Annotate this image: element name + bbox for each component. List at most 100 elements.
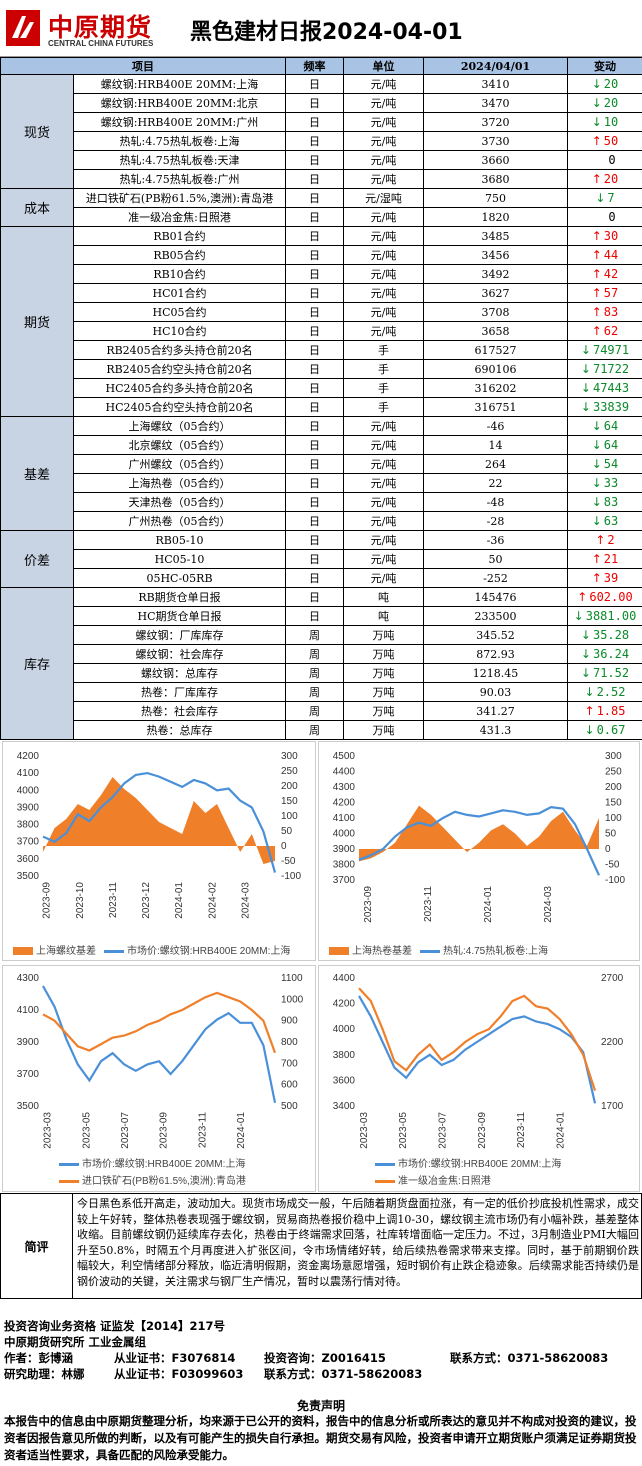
chart-svg: 3400 3600 3800 4000 4200 4400 1700 2200 2700 2023…	[333, 973, 624, 1149]
table-row: HC05-10 日元/吨 50 ↑ 21	[1, 549, 642, 569]
cell-value: 14	[423, 435, 568, 455]
y-right-tick-label: 100	[281, 811, 298, 822]
category-cell: 基差	[0, 416, 74, 531]
cell-change: ↓ 64	[567, 416, 642, 436]
cell-unit: 元/吨	[343, 150, 424, 170]
legend-item: 上海热卷基差	[329, 942, 412, 957]
y-left-tick-label: 4200	[333, 798, 356, 809]
change-value: 71722	[592, 362, 630, 376]
x-tick-label: 2023-10	[75, 882, 86, 919]
category-cell: 期货	[0, 226, 74, 417]
cell-value: 3456	[423, 245, 568, 265]
cell-item: 热轧:4.75热轧板卷:广州	[73, 169, 286, 189]
author-invest-cert: 投资咨询：Z0016415	[264, 1351, 386, 1365]
cell-item: HC2405合约多头持仓前20名	[73, 378, 286, 398]
x-tick-label: 2023-11	[108, 882, 119, 918]
cell-unit: 元/吨	[343, 568, 424, 588]
arrow-up-icon: ↑	[591, 324, 602, 338]
y-left-tick-label: 4500	[333, 751, 356, 762]
arrow-up-icon: ↑	[591, 248, 602, 262]
cell-item: RB期货仓单日报	[73, 587, 286, 607]
x-tick-label: 2023-09	[363, 886, 374, 923]
table-row: 热轧:4.75热轧板卷:上海日元/吨 3730 ↑ 50	[1, 131, 642, 151]
y-right-tick-label: -50	[605, 860, 620, 871]
assistant-contact: 联系方式：0371-58620083	[264, 1367, 423, 1381]
cell-value: 690106	[423, 359, 568, 379]
cell-change: ↓ 47443	[567, 378, 642, 398]
change-value: 33839	[592, 400, 630, 414]
cell-change: ↓ 71722	[567, 359, 642, 379]
table-row: HC2405合约多头持仓前20名日手 316202 ↓ 47443	[1, 378, 642, 398]
table-row: RB2405合约多头持仓前20名日手 617527 ↓ 74971	[1, 340, 642, 360]
table-row: 广州螺纹（05合约）日元/吨 264 ↓ 54	[1, 454, 642, 474]
cell-unit: 元/吨	[343, 283, 424, 303]
y-right-tick-label: 0	[605, 844, 611, 855]
cell-freq: 日	[285, 416, 344, 436]
change-value: 57	[603, 286, 619, 300]
table-row: 库存 RB期货仓单日报日吨 145476 ↑ 602.00	[0, 587, 642, 740]
change-value: 20	[603, 77, 619, 91]
cell-item: HC05合约	[73, 302, 286, 322]
cell-freq: 周	[285, 720, 344, 740]
y-left-tick-label: 3800	[333, 1050, 356, 1061]
cell-change: ↑ 1.85	[567, 701, 642, 721]
cell-freq: 日	[285, 473, 344, 493]
cell-unit: 手	[343, 378, 424, 398]
cell-unit: 元/吨	[343, 131, 424, 151]
change-value: 10	[603, 115, 619, 129]
cell-unit: 元/吨	[343, 473, 424, 493]
price-line-series	[42, 985, 277, 1104]
qualification-line: 投资咨询业务资格 证监发【2014】217号	[4, 1319, 226, 1333]
chart-svg: 3500 3600 3700 3800 3900 4000 4100 4200 -100 -50 0…	[17, 751, 302, 919]
table-row: 期货 RB01合约日元/吨 3485 ↑ 30	[0, 226, 642, 417]
table-header-row: 项目 频率 单位 2024/04/01 变动	[0, 57, 642, 75]
arrow-down-icon: ↓	[591, 96, 602, 110]
cell-value: 3658	[423, 321, 568, 341]
cell-value: 1820	[423, 207, 568, 227]
change-value: 20	[603, 172, 619, 186]
cell-value: 3730	[423, 131, 568, 151]
legend-swatch	[420, 949, 440, 953]
cell-item: 广州热卷（05合约）	[73, 511, 286, 531]
x-tick-label: 2023-11	[423, 886, 434, 922]
logo-english-name: CENTRAL CHINA FUTURES	[48, 39, 154, 48]
y-left-tick-label: 3500	[17, 871, 40, 882]
y-right-tick-label: 800	[281, 1037, 298, 1048]
cell-unit: 元/吨	[343, 530, 424, 550]
cell-item: HC期货仓单日报	[73, 606, 286, 626]
x-tick-label: 2023-07	[120, 1112, 131, 1149]
y-left-tick-label: 3900	[333, 844, 356, 855]
change-value: 35.28	[592, 628, 630, 642]
arrow-down-icon: ↓	[580, 362, 591, 376]
arrow-down-icon: ↓	[580, 666, 591, 680]
cell-value: 264	[423, 454, 568, 474]
cell-freq: 日	[285, 435, 344, 455]
change-value: 0.67	[596, 723, 626, 737]
cell-change: ↑ 62	[567, 321, 642, 341]
cell-item: RB2405合约多头持仓前20名	[73, 340, 286, 360]
y-right-tick-label: 150	[605, 798, 622, 809]
table-row: 热卷：厂库库存周万吨 90.03 ↓ 2.52	[1, 682, 642, 702]
legend-label: 市场价:螺纹钢:HRB400E 20MM:上海	[398, 1159, 562, 1170]
cell-unit: 元/吨	[343, 302, 424, 322]
header-item: 项目	[0, 57, 286, 75]
comment-label: 简评	[1, 1194, 73, 1298]
header-date: 2024/04/01	[423, 57, 568, 75]
disclaimer-title: 免责声明	[296, 1399, 345, 1413]
cell-change: ↓ 71.52	[567, 663, 642, 683]
cell-change: ↑ 50	[567, 131, 642, 151]
cell-change: ↓ 64	[567, 435, 642, 455]
cell-value: 316202	[423, 378, 568, 398]
table-row: 螺纹钢:HRB400E 20MM:北京日元/吨 3470 ↓ 20	[1, 93, 642, 113]
x-tick-label: 2024-03	[240, 882, 251, 919]
cell-item: 北京螺纹（05合约）	[73, 435, 286, 455]
change-value: 1.85	[596, 704, 626, 718]
change-value: 0	[608, 210, 616, 224]
cell-unit: 元/吨	[343, 435, 424, 455]
cell-unit: 万吨	[343, 625, 424, 645]
cell-freq: 日	[285, 131, 344, 151]
y-right-tick-label: 900	[281, 1016, 298, 1027]
cell-item: 螺纹钢：厂库库存	[73, 625, 286, 645]
cell-value: 3720	[423, 112, 568, 132]
category-cell: 现货	[0, 74, 74, 189]
